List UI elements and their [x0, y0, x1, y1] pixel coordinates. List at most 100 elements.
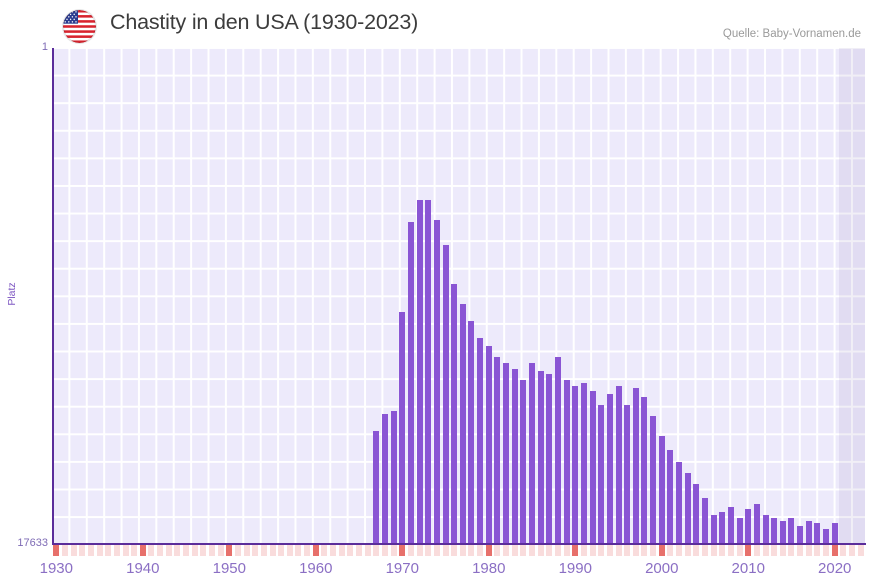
bar-2003[interactable]: [684, 472, 691, 544]
x-tick-mark-1973: [425, 545, 432, 556]
bar-1971[interactable]: [407, 222, 414, 544]
bar-2014[interactable]: [779, 520, 786, 544]
x-tick-mark-1985: [529, 545, 536, 556]
x-tick-mark-2014: [779, 545, 786, 556]
bar-1987[interactable]: [546, 374, 553, 544]
x-tick-label-1940: 1940: [126, 560, 160, 577]
x-tick-mark-1976: [451, 545, 458, 556]
bar-2010[interactable]: [745, 509, 752, 544]
x-tick-mark-1933: [79, 545, 86, 556]
x-tick-mark-1964: [347, 545, 354, 556]
bar-1977[interactable]: [459, 303, 466, 544]
bar-1990[interactable]: [572, 385, 579, 544]
bar-2016[interactable]: [797, 526, 804, 544]
x-axis-ticks: 1930 1940 1950 1960 1970 1980 1990 2000 2010 2020: [0, 545, 873, 587]
bar-1983[interactable]: [511, 368, 518, 544]
bar-1986[interactable]: [537, 371, 544, 544]
bar-1994[interactable]: [606, 393, 613, 544]
y-axis-line: [52, 48, 54, 544]
x-tick-label-1990: 1990: [558, 560, 592, 577]
x-tick-mark-1968: [381, 545, 388, 556]
bar-1984[interactable]: [520, 379, 527, 544]
x-tick-mark-2005: [701, 545, 708, 556]
chart-plot-area: [52, 48, 865, 544]
x-tick-mark-1977: [459, 545, 466, 556]
bar-2012[interactable]: [762, 514, 769, 544]
x-tick-mark-2012: [762, 545, 769, 556]
bar-1976[interactable]: [451, 284, 458, 544]
bar-1988[interactable]: [554, 357, 561, 544]
bar-2009[interactable]: [736, 517, 743, 544]
bar-1999[interactable]: [650, 416, 657, 544]
bar-1992[interactable]: [589, 391, 596, 544]
bar-2015[interactable]: [788, 517, 795, 544]
x-tick-mark-2018: [814, 545, 821, 556]
x-tick-mark-1944: [174, 545, 181, 556]
bar-1978[interactable]: [468, 320, 475, 544]
bar-2004[interactable]: [693, 484, 700, 544]
bar-1998[interactable]: [641, 396, 648, 544]
bar-2005[interactable]: [701, 498, 708, 544]
bar-1995[interactable]: [615, 385, 622, 544]
x-tick-mark-1932: [70, 545, 77, 556]
chart-header: Chastity in den USA (1930-2023) Quelle: …: [0, 0, 873, 48]
x-tick-mark-1969: [390, 545, 397, 556]
x-tick-mark-1974: [433, 545, 440, 556]
x-tick-label-1930: 1930: [39, 560, 73, 577]
bar-1973[interactable]: [425, 199, 432, 544]
bar-1991[interactable]: [580, 382, 587, 544]
bar-1967[interactable]: [373, 430, 380, 544]
bar-1980[interactable]: [485, 346, 492, 544]
bar-1982[interactable]: [503, 363, 510, 544]
bar-1996[interactable]: [624, 405, 631, 544]
bar-1979[interactable]: [477, 337, 484, 544]
bar-2007[interactable]: [719, 512, 726, 544]
bar-2006[interactable]: [710, 514, 717, 544]
x-tick-label-2000: 2000: [645, 560, 679, 577]
x-tick-mark-1931: [61, 545, 68, 556]
x-tick-mark-1994: [606, 545, 613, 556]
bar-1972[interactable]: [416, 199, 423, 544]
x-tick-mark-2023: [857, 545, 864, 556]
x-tick-mark-1962: [330, 545, 337, 556]
x-tick-mark-2008: [727, 545, 734, 556]
x-tick-mark-2000: [658, 545, 665, 556]
bar-2011[interactable]: [753, 503, 760, 544]
bar-2017[interactable]: [805, 520, 812, 544]
bar-2018[interactable]: [814, 523, 821, 544]
x-tick-mark-1995: [615, 545, 622, 556]
x-tick-mark-2016: [797, 545, 804, 556]
bar-1989[interactable]: [563, 379, 570, 544]
bar-1975[interactable]: [442, 244, 449, 544]
x-tick-mark-1992: [589, 545, 596, 556]
x-tick-mark-1942: [157, 545, 164, 556]
bar-1985[interactable]: [529, 363, 536, 544]
bar-1993[interactable]: [598, 405, 605, 544]
bar-2008[interactable]: [727, 506, 734, 544]
bar-2020[interactable]: [831, 523, 838, 544]
bar-1969[interactable]: [390, 410, 397, 544]
bar-1970[interactable]: [399, 312, 406, 544]
x-tick-mark-2011: [753, 545, 760, 556]
x-tick-mark-1938: [122, 545, 129, 556]
x-tick-mark-1935: [96, 545, 103, 556]
bar-1974[interactable]: [433, 219, 440, 544]
bar-2000[interactable]: [658, 436, 665, 544]
bar-1968[interactable]: [381, 413, 388, 544]
x-tick-mark-1953: [252, 545, 259, 556]
bar-1981[interactable]: [494, 357, 501, 544]
x-tick-mark-2007: [719, 545, 726, 556]
x-tick-mark-2001: [667, 545, 674, 556]
bar-2019[interactable]: [823, 529, 830, 544]
x-tick-mark-1989: [563, 545, 570, 556]
page-title: Chastity in den USA (1930-2023): [110, 10, 419, 34]
x-tick-mark-1965: [356, 545, 363, 556]
bar-2002[interactable]: [676, 461, 683, 544]
x-tick-label-1950: 1950: [212, 560, 246, 577]
chart-gridlines: [52, 48, 865, 544]
x-tick-label-1970: 1970: [385, 560, 419, 577]
bar-2001[interactable]: [667, 450, 674, 544]
bar-1997[interactable]: [632, 388, 639, 544]
x-tick-mark-1983: [511, 545, 518, 556]
bar-2013[interactable]: [771, 517, 778, 544]
